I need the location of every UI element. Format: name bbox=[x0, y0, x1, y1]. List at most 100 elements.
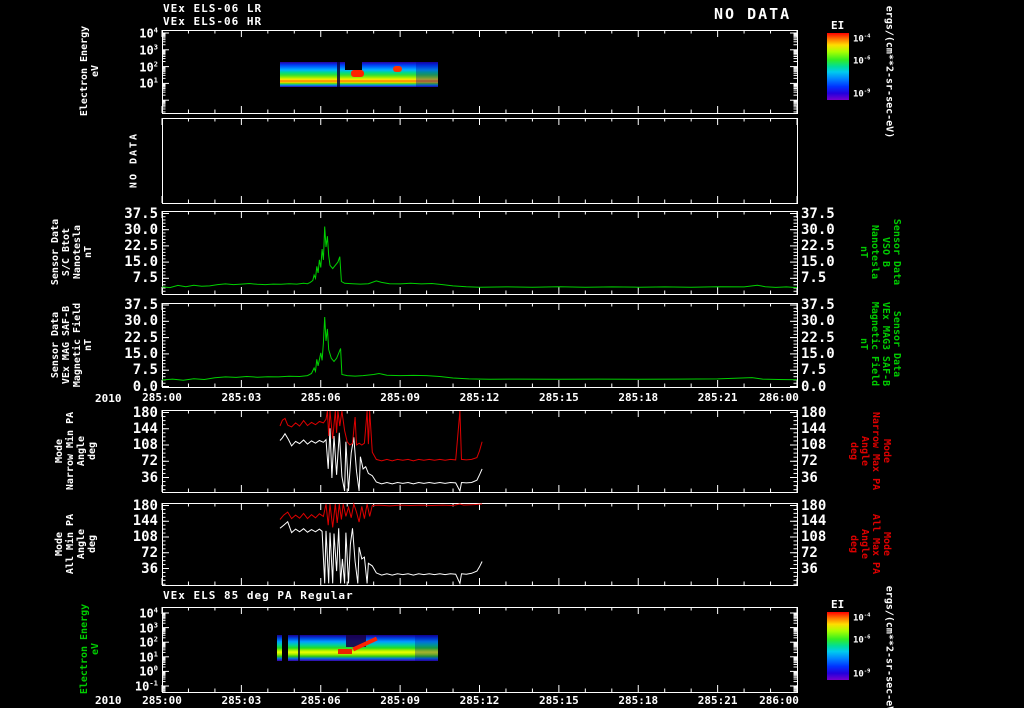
label-line: Electron Energy bbox=[79, 25, 90, 117]
time-tick-label-mid: 285:09 bbox=[380, 391, 420, 404]
panel4-right-label: Sensor Data VEx MAG3 SAF-B Magnetic Field n… bbox=[858, 302, 902, 386]
no-data-top-label: NO DATA bbox=[714, 5, 792, 23]
label-line: VEx MAG SAF-B bbox=[61, 305, 72, 385]
p7-energy-tick-label: 101 bbox=[139, 649, 158, 665]
p6-ytick-label-right: 180 bbox=[801, 497, 827, 514]
p4-ytick-label-right: 30.0 bbox=[801, 313, 835, 330]
panel1-title-lr: VEx ELS-06 LR bbox=[163, 2, 263, 15]
p6-ytick-label: 108 bbox=[132, 529, 158, 545]
time-tick-label-mid: 285:21 bbox=[697, 391, 738, 404]
p4-ytick-label: 37.5 bbox=[124, 297, 158, 313]
panel1-title-hr: VEx ELS-06 HR bbox=[163, 15, 263, 28]
panel6-right-label: Mode All Max PA Angle deg bbox=[848, 514, 892, 574]
els06-band-red-blob bbox=[351, 70, 364, 77]
p3-ytick-label-right: 37.5 bbox=[801, 205, 835, 222]
narrow_pa-trace-0 bbox=[279, 428, 483, 493]
cb2-cb-tick-label: 10-6 bbox=[853, 634, 871, 646]
p5-ytick-label: 108 bbox=[132, 437, 158, 453]
els06-band-red-blob-2 bbox=[393, 66, 402, 72]
time-tick-label-bottom: 285:09 bbox=[380, 694, 420, 707]
label-line: VEx MAG3 SAF-B bbox=[880, 301, 891, 387]
panel7-title: VEx ELS 85 deg PA Regular bbox=[163, 589, 354, 602]
colorbar2-unit-text: ergs/(cm**2-sr-sec-eV) bbox=[883, 585, 895, 708]
colorbar2-title: EI bbox=[831, 598, 845, 611]
p7-energy-tick-label: 100 bbox=[139, 663, 158, 679]
p1-energy-tick-label: 103 bbox=[139, 42, 158, 58]
time-tick-label-bottom: 286:00 bbox=[759, 694, 799, 707]
els85-colorbar bbox=[827, 612, 849, 680]
label-line: Narrow Max PA bbox=[870, 411, 881, 491]
time-tick-label-mid: 285:18 bbox=[618, 391, 659, 404]
label-line: nT bbox=[83, 245, 94, 259]
cb2-cb-tick-label: 10-4 bbox=[853, 612, 871, 624]
time-tick-label-bottom: 285:15 bbox=[539, 694, 579, 707]
p7-border bbox=[162, 607, 798, 693]
label-line: Sensor Data bbox=[891, 218, 902, 286]
label-line: Electron Energy bbox=[79, 603, 90, 695]
label-line: Mode bbox=[54, 531, 65, 557]
els06-band-gap bbox=[337, 62, 340, 87]
panel4-left-label: Sensor Data VEx MAG SAF-B Magnetic Field nT bbox=[50, 303, 94, 387]
p4-border bbox=[162, 303, 798, 388]
panel3-right-label: Sensor Data VSO B Nanotesla nT bbox=[858, 219, 902, 285]
label-line: S/C Btot bbox=[61, 227, 72, 277]
all_pa-trace-1 bbox=[279, 502, 483, 528]
p3-ytick-label-right: 7.5 bbox=[801, 270, 827, 287]
p3-ytick-label: 30.0 bbox=[124, 221, 158, 238]
year-label-mid: 2010 bbox=[95, 392, 122, 405]
label-line: deg bbox=[848, 534, 859, 554]
label-line: Angle bbox=[76, 528, 87, 560]
p1-energy-tick-label: 104 bbox=[139, 25, 158, 41]
time-tick-label-mid: 285:00 bbox=[142, 391, 182, 404]
sc_btot-trace-0 bbox=[161, 226, 798, 289]
colorbar2-unit-label: ergs/(cm**2-sr-sec-eV) bbox=[884, 586, 895, 708]
colorbar1-unit-text: ergs/(cm**2-sr-sec-eV) bbox=[883, 5, 895, 139]
label-line: Angle bbox=[859, 435, 870, 467]
label-line: Angle bbox=[76, 435, 87, 467]
vex_mag-trace-0 bbox=[161, 316, 798, 381]
p5-ytick-label-right: 72 bbox=[801, 453, 818, 470]
p4-ytick-label-right: 15.0 bbox=[801, 345, 835, 362]
p6-ytick-label: 180 bbox=[132, 497, 158, 514]
els85-band-red-seg bbox=[338, 649, 352, 654]
label-line: VSO B bbox=[880, 236, 891, 268]
p5-ytick-label-right: 36 bbox=[801, 469, 818, 486]
p1-border bbox=[162, 30, 798, 114]
time-tick-label-bottom: 285:06 bbox=[300, 694, 341, 707]
p2-border bbox=[162, 118, 798, 204]
p5-ytick-label-right: 180 bbox=[801, 404, 827, 421]
p5-ytick-label: 36 bbox=[141, 469, 158, 486]
label-line: Nanotesla bbox=[869, 224, 880, 280]
time-tick-label-bottom: 285:00 bbox=[142, 694, 182, 707]
label-line: Sensor Data bbox=[50, 218, 61, 286]
els85-band-dim-end bbox=[415, 635, 438, 661]
p1-energy-tick-label: 102 bbox=[139, 59, 158, 75]
label-line: deg bbox=[87, 534, 98, 554]
p5-border bbox=[162, 410, 798, 493]
panel1-ylabel: Electron Energy eV bbox=[79, 26, 101, 116]
label-line: Sensor Data bbox=[891, 310, 902, 378]
panel5-left-label: Mode Narrow Min PA Angle deg bbox=[54, 412, 98, 490]
label-line: deg bbox=[87, 441, 98, 461]
p7-energy-tick-label: 102 bbox=[139, 634, 158, 650]
p5-ytick-label: 72 bbox=[141, 453, 158, 470]
time-tick-label-bottom: 285:03 bbox=[221, 694, 262, 707]
label-line: Mode bbox=[881, 438, 892, 464]
p5-ytick-label: 180 bbox=[132, 404, 158, 421]
time-tick-label-mid: 286:00 bbox=[759, 391, 799, 404]
p4-ytick-label: 22.5 bbox=[124, 329, 158, 346]
p3-ytick-label: 22.5 bbox=[124, 237, 158, 254]
p7-energy-tick-label: 10-1 bbox=[134, 678, 158, 694]
p1-energy-tick-label: 101 bbox=[139, 75, 158, 91]
label-line: Mode bbox=[881, 531, 892, 557]
p5-ytick-label-right: 144 bbox=[801, 420, 827, 437]
label-line: deg bbox=[848, 441, 859, 461]
p4-ytick-label: 15.0 bbox=[124, 345, 158, 362]
panel7-ylabel: Electron Energy eV bbox=[79, 604, 101, 694]
label-line: eV bbox=[90, 64, 101, 78]
time-tick-label-bottom: 285:18 bbox=[618, 694, 659, 707]
cb1-cb-tick-label: 10-6 bbox=[853, 55, 871, 67]
p6-border bbox=[162, 503, 798, 586]
